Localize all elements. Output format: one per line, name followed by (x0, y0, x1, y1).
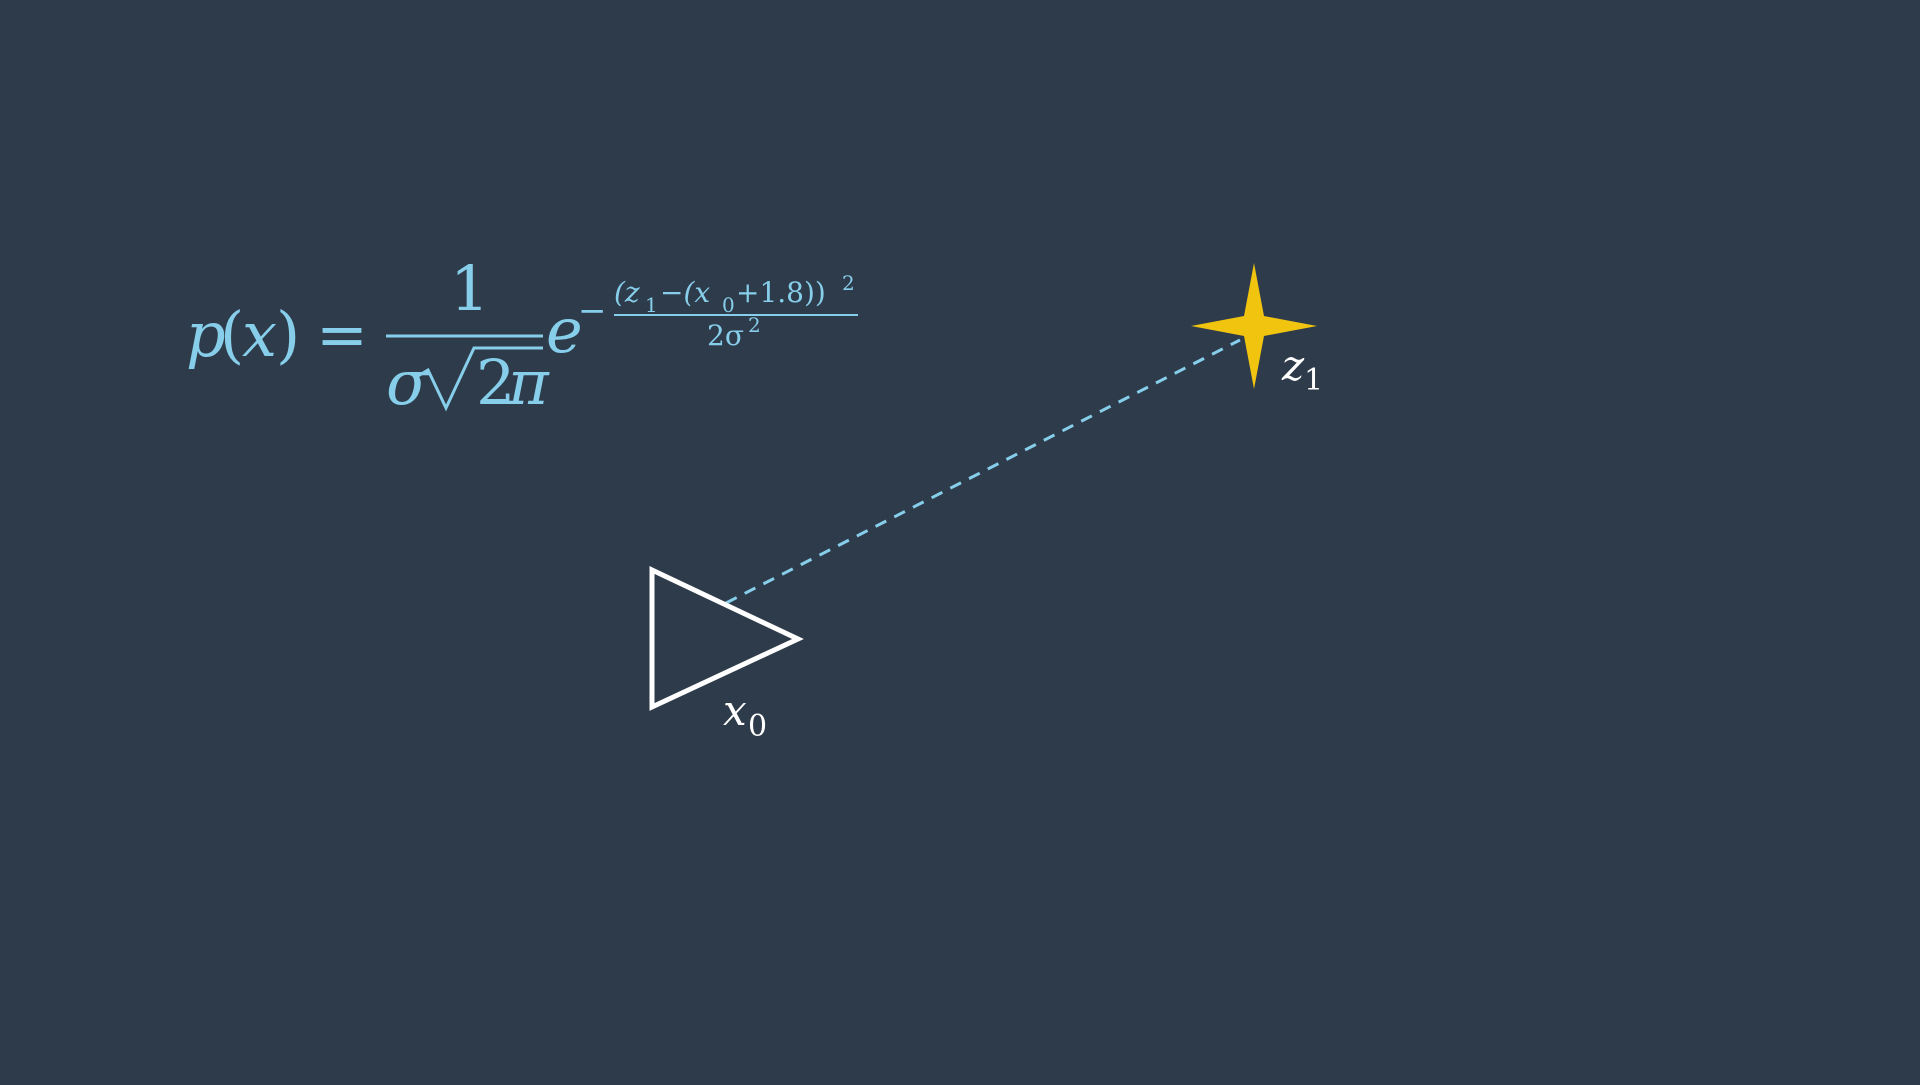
formula-exp-tail: +1.8)) (736, 276, 826, 309)
label-z1-base: z (1281, 341, 1305, 390)
formula-exp-minus: − (578, 291, 607, 331)
formula-close-paren: ) (276, 298, 300, 371)
formula-e: e (546, 294, 583, 367)
formula-exp-x-sub: 0 (722, 293, 735, 317)
formula-p: p (186, 298, 226, 371)
label-x0-base: x (723, 686, 747, 735)
label-x0: x 0 (723, 686, 767, 744)
triangle-node-x0 (649, 566, 804, 711)
formula-x: x (242, 298, 277, 371)
formula-exp-numerator-open: (z (614, 276, 640, 309)
formula-exp-denominator: 2σ (707, 319, 744, 352)
label-z1-sub: 1 (1304, 363, 1323, 398)
formula-numerator: 1 (450, 252, 489, 325)
label-z1: z 1 (1281, 341, 1323, 398)
formula-exp-mid: −(x (660, 276, 710, 309)
formula-exp-den-square: 2 (748, 313, 761, 337)
formula-equals: = (316, 298, 368, 371)
formula-exp-square: 2 (842, 271, 855, 295)
formula-sqrt-sign (417, 346, 543, 412)
formula-pi: π (507, 346, 550, 419)
formula-open-paren: ( (220, 298, 244, 371)
label-x0-sub: 0 (748, 709, 767, 744)
formula-exp-z-sub: 1 (645, 293, 658, 317)
formula-two: 2 (476, 346, 515, 419)
star-node-z1 (1191, 263, 1317, 389)
formula-sigma: σ (386, 346, 430, 419)
gaussian-formula: p ( x ) = 1 σ 2 π e − (z 1 −(x 0 +1.8)) … (186, 252, 858, 419)
